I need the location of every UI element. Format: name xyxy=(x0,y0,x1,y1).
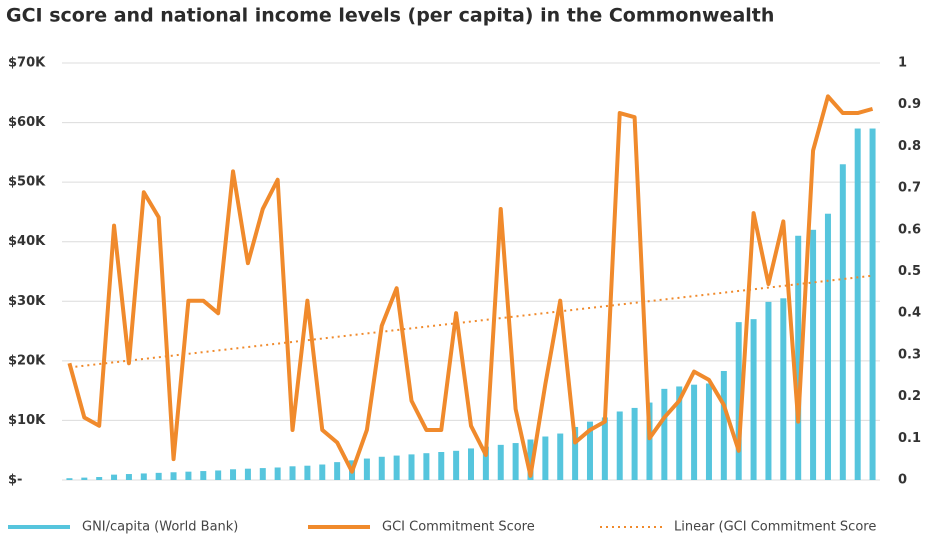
bar xyxy=(810,229,817,480)
bar xyxy=(408,454,415,480)
y2-tick-label: 0.5 xyxy=(898,264,921,279)
y-tick-label: $- xyxy=(8,473,22,488)
y-tick-label: $20K xyxy=(8,353,46,368)
bar xyxy=(259,468,266,480)
bar xyxy=(572,426,579,480)
bar xyxy=(393,455,400,480)
bar xyxy=(661,388,668,480)
y2-tick-label: 0.2 xyxy=(898,389,921,404)
bar xyxy=(839,164,846,480)
bar xyxy=(125,474,132,480)
legend-label: GNI/capita (World Bank) xyxy=(82,520,238,535)
bar xyxy=(423,453,430,480)
legend-label: GCI Commitment Score xyxy=(382,520,535,535)
y2-tick-label: 0.4 xyxy=(898,306,921,321)
bar xyxy=(363,458,370,480)
bar xyxy=(230,469,237,480)
bar xyxy=(527,439,534,480)
trend-line xyxy=(69,274,873,369)
bar xyxy=(334,462,341,480)
bar xyxy=(274,467,281,480)
bar xyxy=(140,473,147,480)
bar xyxy=(705,383,712,480)
y2-tick-label: 1 xyxy=(898,56,907,71)
bar xyxy=(512,443,519,480)
y2-tick-label: 0.8 xyxy=(898,139,921,154)
bar xyxy=(96,477,103,480)
bar xyxy=(750,319,757,480)
bar xyxy=(676,386,683,480)
bar xyxy=(319,464,326,480)
bar xyxy=(170,472,177,480)
bar xyxy=(185,471,192,480)
bar xyxy=(155,472,162,480)
y-tick-label: $40K xyxy=(8,234,46,249)
bar xyxy=(304,465,311,480)
bar xyxy=(631,407,638,480)
y-tick-label: $50K xyxy=(8,175,46,190)
chart-title: GCI score and national income levels (pe… xyxy=(6,5,774,27)
legend-label: Linear (GCI Commitment Score xyxy=(674,520,876,535)
bar xyxy=(497,444,504,480)
y2-tick-label: 0.6 xyxy=(898,222,921,237)
line xyxy=(67,94,874,478)
y2-tick-label: 0 xyxy=(898,473,907,488)
bar xyxy=(215,470,222,480)
bar xyxy=(616,411,623,480)
y-tick-label: $60K xyxy=(8,115,46,130)
y-tick-label: $10K xyxy=(8,413,46,428)
bar xyxy=(244,468,251,480)
y-tick-label: $30K xyxy=(8,294,46,309)
bar xyxy=(795,235,802,480)
bar xyxy=(691,384,698,480)
bar xyxy=(824,213,831,481)
bar xyxy=(586,421,593,480)
bar xyxy=(66,478,73,480)
bar xyxy=(780,298,787,480)
bar xyxy=(735,322,742,480)
bar xyxy=(869,128,876,480)
bar xyxy=(378,456,385,480)
bar xyxy=(81,477,88,480)
bar xyxy=(720,370,727,480)
y2-tick-label: 0.1 xyxy=(898,431,921,446)
y2-tick-label: 0.7 xyxy=(898,181,921,196)
bar xyxy=(854,128,861,480)
bar xyxy=(453,450,460,480)
y-tick-label: $70K xyxy=(8,56,46,71)
bar xyxy=(542,436,549,480)
bar xyxy=(289,466,296,480)
bar xyxy=(111,474,118,480)
bar xyxy=(765,301,772,480)
y2-tick-label: 0.9 xyxy=(898,97,921,112)
bar xyxy=(468,448,474,480)
y2-tick-label: 0.3 xyxy=(898,347,921,362)
bar xyxy=(557,433,564,480)
bar xyxy=(200,471,207,480)
bar xyxy=(646,402,653,480)
bar xyxy=(601,417,608,480)
bar xyxy=(438,452,445,480)
bar xyxy=(482,446,489,480)
